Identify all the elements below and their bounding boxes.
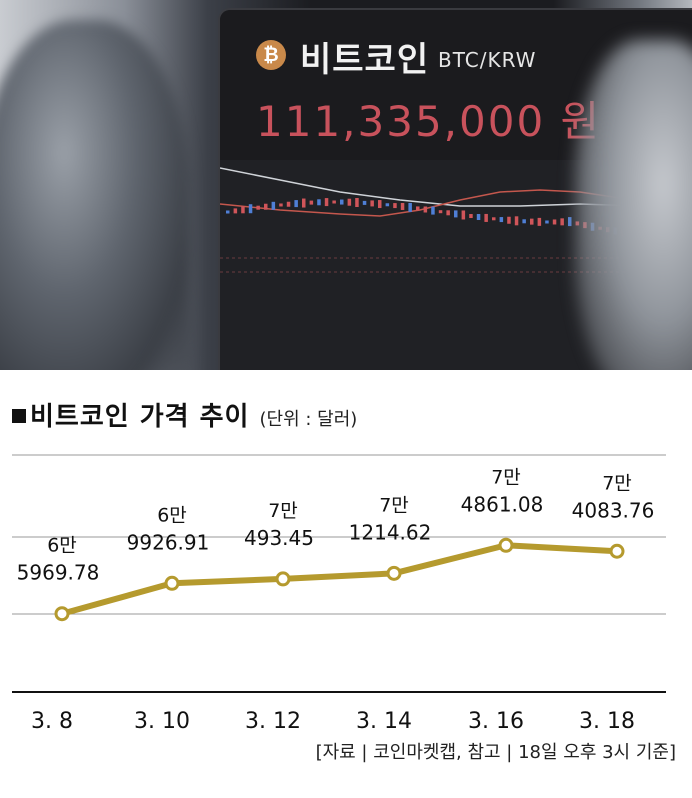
candle	[552, 219, 557, 225]
candle	[233, 208, 238, 214]
candle	[302, 198, 306, 208]
chart-source: [자료 | 코인마켓캡, 참고 | 18일 오후 3시 기준]	[315, 742, 676, 763]
candle	[241, 206, 245, 214]
candle	[332, 200, 336, 204]
data-point	[54, 606, 70, 622]
candle	[226, 210, 230, 214]
candle	[507, 216, 511, 224]
chart-title: 비트코인 가격 추이 (단위 : 달러)	[12, 396, 357, 433]
coin-price: 111,335,000 원	[256, 97, 602, 146]
candle	[317, 199, 321, 206]
candle	[408, 202, 412, 212]
candle	[423, 206, 428, 213]
candle	[355, 198, 359, 208]
candle	[560, 218, 564, 226]
chart-title-text: 비트코인 가격 추이	[30, 402, 250, 432]
candle	[469, 214, 473, 219]
candle	[484, 213, 488, 222]
candle	[461, 210, 466, 220]
data-point	[386, 565, 402, 581]
data-point	[164, 575, 180, 591]
candle	[476, 214, 481, 221]
candle	[256, 205, 260, 210]
candle	[393, 203, 397, 209]
news-photo: ₿ 비트코인 BTC/KRW 111,335,000 원	[0, 0, 692, 370]
candle	[362, 200, 367, 205]
candle	[279, 203, 283, 207]
x-tick-label: 3. 14	[356, 709, 412, 734]
candle	[385, 203, 390, 207]
data-label-value: 5969.78	[17, 561, 100, 585]
candle	[492, 217, 496, 221]
x-tick-label: 3. 16	[468, 709, 524, 734]
candle	[499, 217, 504, 223]
data-label-prefix: 7만	[268, 500, 298, 522]
candle	[438, 210, 443, 214]
x-tick-label: 3. 8	[31, 709, 73, 734]
blurred-person-left	[0, 20, 190, 370]
data-label-prefix: 7만	[602, 472, 632, 494]
candle	[378, 200, 382, 209]
candle	[309, 200, 314, 205]
data-label-prefix: 6만	[47, 535, 77, 557]
candle	[294, 200, 298, 208]
candle	[248, 204, 253, 214]
candle	[370, 200, 374, 207]
candle	[530, 218, 534, 225]
data-label-prefix: 6만	[157, 504, 187, 526]
coin-name: 비트코인	[300, 40, 430, 80]
data-label-prefix: 7만	[379, 494, 409, 516]
gridlines	[12, 454, 666, 615]
candle	[416, 206, 420, 211]
data-label-value: 4861.08	[461, 492, 544, 516]
candle	[340, 199, 344, 205]
candle	[286, 201, 291, 207]
candle	[264, 203, 268, 210]
candle	[347, 198, 352, 206]
candle	[522, 219, 526, 224]
x-tick-label: 3. 10	[134, 709, 190, 734]
title-square-icon	[12, 409, 26, 423]
blurred-person-right	[575, 40, 692, 370]
candle	[324, 198, 329, 207]
candle	[271, 201, 276, 210]
x-tick-label: 3. 18	[579, 709, 635, 734]
x-tick-label: 3. 12	[245, 709, 301, 734]
data-label-value: 4083.76	[572, 498, 655, 522]
data-point	[498, 537, 514, 553]
candle	[446, 210, 450, 216]
bitcoin-icon: ₿	[256, 40, 286, 70]
candle	[454, 210, 458, 218]
data-point	[609, 543, 625, 559]
price-line-chart: 6만 5969.78 6만 9926.91 7만 493.45 7만 1214.62 7만 486…	[12, 454, 666, 734]
data-label-prefix: 7만	[491, 466, 521, 488]
data-label-value: 9926.91	[127, 530, 210, 554]
candle	[545, 220, 549, 224]
chart-unit: (단위 : 달러)	[259, 409, 358, 430]
series-line	[61, 542, 618, 617]
candle	[400, 202, 405, 210]
data-label-value: 493.45	[244, 526, 314, 550]
candle	[431, 206, 435, 215]
data-label-value: 1214.62	[349, 520, 432, 544]
candle	[537, 217, 542, 226]
candle	[568, 217, 572, 227]
coin-pair: BTC/KRW	[438, 48, 537, 72]
data-point	[275, 571, 291, 587]
candle	[514, 216, 519, 226]
